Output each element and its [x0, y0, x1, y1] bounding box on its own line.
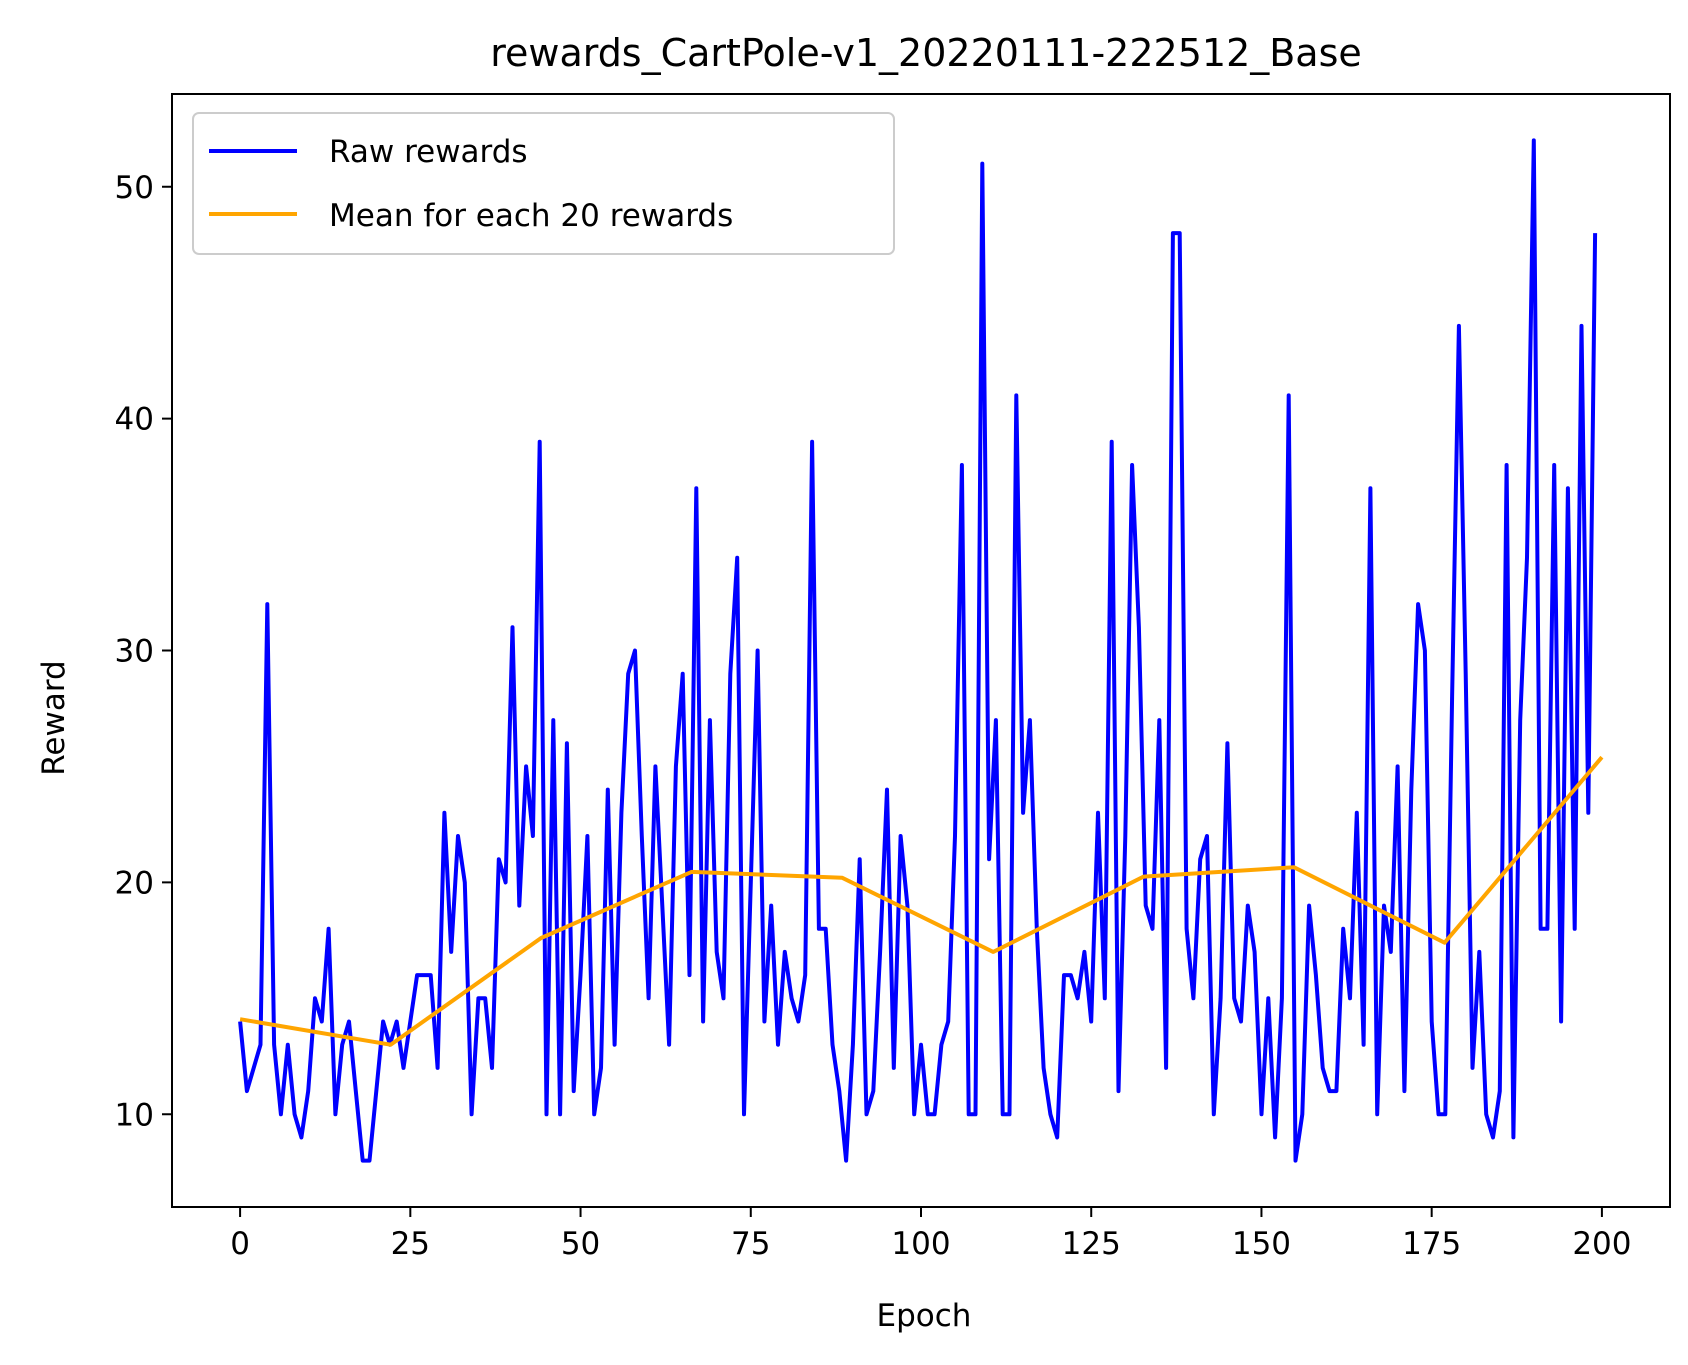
x-tick-label: 125: [1062, 1226, 1121, 1262]
x-axis-label: Epoch: [877, 1298, 972, 1334]
x-tick-label: 150: [1232, 1226, 1291, 1262]
x-axis-ticks: 0 25 50 75 100 125 150 175 200: [230, 1207, 1631, 1262]
raw-rewards-line: [238, 138, 1598, 1163]
x-tick-label: 175: [1402, 1226, 1461, 1262]
series-layer: [238, 138, 1604, 1163]
y-axis-ticks: 10 20 30 40 50: [115, 170, 172, 1133]
x-tick-label: 25: [391, 1226, 430, 1262]
chart-title: rewards_CartPole-v1_20220111-222512_Base: [490, 31, 1362, 75]
y-tick-label: 40: [115, 402, 154, 438]
y-tick-label: 30: [115, 634, 154, 670]
legend-box: [192, 112, 895, 255]
x-tick-label: 200: [1572, 1226, 1631, 1262]
x-tick-label: 75: [731, 1226, 770, 1262]
mean-rewards-line: [239, 755, 1604, 1047]
y-tick-label: 50: [115, 170, 154, 206]
y-axis-label: Reward: [36, 660, 72, 775]
y-tick-label: 10: [115, 1097, 154, 1133]
x-tick-label: 50: [561, 1226, 600, 1262]
x-tick-label: 100: [891, 1226, 950, 1262]
legend-raw-rewards-label: Raw rewards: [329, 134, 528, 170]
legend-mean-rewards-label: Mean for each 20 rewards: [329, 198, 733, 234]
plot-frame: [171, 93, 1671, 1208]
legend: Raw rewards Mean for each 20 rewards: [192, 112, 895, 255]
y-tick-label: 20: [115, 865, 154, 901]
x-tick-label: 0: [230, 1226, 250, 1262]
